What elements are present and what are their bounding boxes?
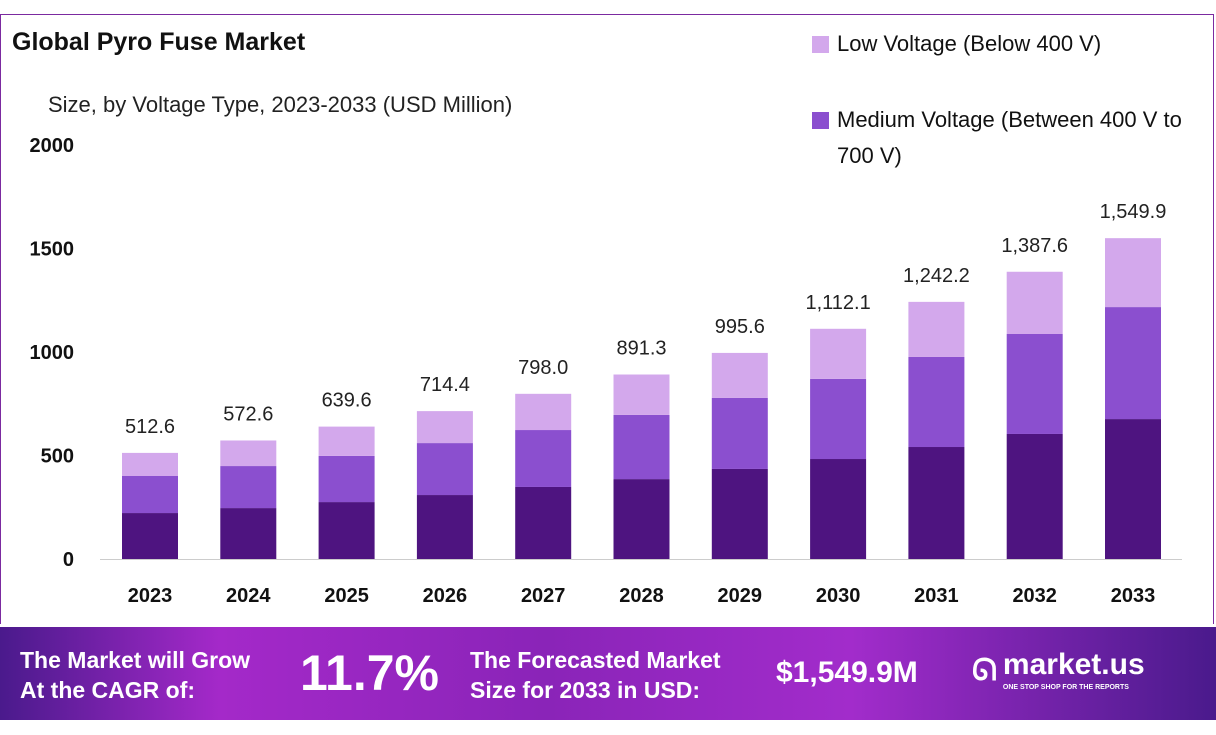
x-tick-label: 2028 (619, 585, 664, 607)
x-tick-label: 2033 (1111, 585, 1156, 607)
total-label: 798.0 (518, 357, 568, 379)
x-tick-label: 2025 (324, 585, 369, 607)
bar-segment-1 (613, 414, 670, 480)
bar-segment-2 (908, 301, 965, 357)
x-tick-label: 2032 (1012, 585, 1057, 607)
legend-label: Medium Voltage (Between 400 V to 700 V) (837, 107, 1182, 168)
bar-segment-0 (220, 508, 277, 559)
x-tick-label: 2030 (816, 585, 861, 607)
y-tick-label: 500 (41, 446, 74, 468)
bar-segment-2 (416, 411, 473, 444)
bar-segment-2 (122, 452, 178, 476)
forecast-text-2: Size for 2033 in USD: (470, 677, 701, 703)
bar-segment-0 (318, 502, 375, 559)
chart-subtitle: Size, by Voltage Type, 2023-2033 (USD Mi… (48, 92, 513, 117)
bar-segment-2 (810, 328, 867, 379)
brand-logo-icon: ᘏ (972, 653, 997, 687)
brand-text: market.us ONE STOP SHOP FOR THE REPORTS (1003, 649, 1145, 692)
legend-item-low-voltage: Low Voltage (Below 400 V) (812, 26, 1192, 62)
bar-segment-0 (908, 447, 965, 559)
x-tick-label: 2027 (521, 585, 566, 607)
total-label: 714.4 (420, 374, 470, 396)
bar-segment-0 (711, 468, 768, 559)
y-tick-label: 1000 (30, 342, 75, 364)
bar-segment-1 (220, 466, 277, 509)
cagr-value: 11.7% (300, 645, 440, 701)
bar-segment-0 (1105, 419, 1161, 559)
bar-segment-2 (613, 374, 670, 415)
bar-segment-2 (515, 393, 572, 431)
bar-segment-0 (122, 513, 178, 559)
bar-segment-1 (810, 378, 867, 460)
total-label: 995.6 (715, 316, 765, 338)
brand-name: market.us (1002, 648, 1145, 681)
bar-segment-0 (810, 459, 867, 559)
y-tick-label: 2000 (30, 135, 75, 157)
total-label: 639.6 (322, 390, 372, 412)
bar-segment-2 (318, 426, 375, 456)
chart-title: Global Pyro Fuse Market (12, 28, 306, 56)
legend-swatch (812, 36, 829, 53)
bar-segment-1 (908, 356, 965, 448)
bar-segment-0 (416, 495, 473, 559)
x-tick-label: 2023 (128, 585, 173, 607)
chart-frame (0, 14, 1214, 624)
bar-segment-1 (1006, 333, 1063, 434)
bar-segment-1 (711, 397, 768, 469)
y-tick-label: 1500 (30, 239, 75, 261)
forecast-label: The Forecasted Market Size for 2033 in U… (470, 645, 721, 705)
brand-logo: ᘏ market.us ONE STOP SHOP FOR THE REPORT… (972, 649, 1145, 692)
forecast-value: $1,549.9M (776, 656, 918, 689)
bar-segment-0 (1006, 433, 1063, 559)
forecast-text-1: The Forecasted Market (470, 647, 721, 673)
y-tick-label: 0 (63, 549, 74, 571)
legend-label: Low Voltage (Below 400 V) (837, 31, 1102, 56)
x-tick-label: 2026 (423, 585, 468, 607)
brand-tagline: ONE STOP SHOP FOR THE REPORTS (1002, 684, 1129, 691)
footer-banner: The Market will Grow At the CAGR of: 11.… (0, 627, 1216, 720)
total-label: 891.3 (616, 338, 666, 360)
legend: Low Voltage (Below 400 V) Medium Voltage… (812, 26, 1192, 214)
bar-segment-1 (416, 443, 473, 496)
bar-segment-2 (1006, 271, 1063, 334)
legend-swatch (812, 112, 829, 129)
total-label: 1,387.6 (1001, 235, 1068, 257)
total-label: 512.6 (125, 416, 175, 438)
bar-segment-2 (1105, 238, 1161, 308)
cagr-label: The Market will Grow At the CAGR of: (20, 645, 250, 705)
cagr-text-2: At the CAGR of: (20, 677, 196, 703)
total-label: 572.6 (223, 403, 273, 425)
total-label: 1,549.9 (1100, 201, 1167, 223)
bar-segment-1 (515, 430, 572, 487)
bar-segment-0 (613, 479, 670, 559)
bar-segment-1 (1105, 307, 1161, 420)
x-tick-label: 2029 (718, 585, 763, 607)
bar-segment-1 (122, 475, 178, 514)
legend-item-medium-voltage: Medium Voltage (Between 400 V to 700 V) (812, 102, 1192, 174)
x-tick-label: 2031 (914, 585, 959, 607)
bar-segment-2 (711, 352, 768, 398)
bar-segment-2 (220, 440, 277, 467)
bar-segment-1 (318, 455, 375, 503)
cagr-text-1: The Market will Grow (20, 647, 251, 673)
bar-chart: 0 500 1000 1500 2000 512.6 2023 572.6 2024 639.6 2… (30, 135, 1182, 607)
total-label: 1,242.2 (903, 265, 970, 287)
x-tick-label: 2024 (226, 585, 271, 607)
bar-segment-0 (515, 486, 572, 559)
total-label: 1,112.1 (805, 292, 870, 314)
